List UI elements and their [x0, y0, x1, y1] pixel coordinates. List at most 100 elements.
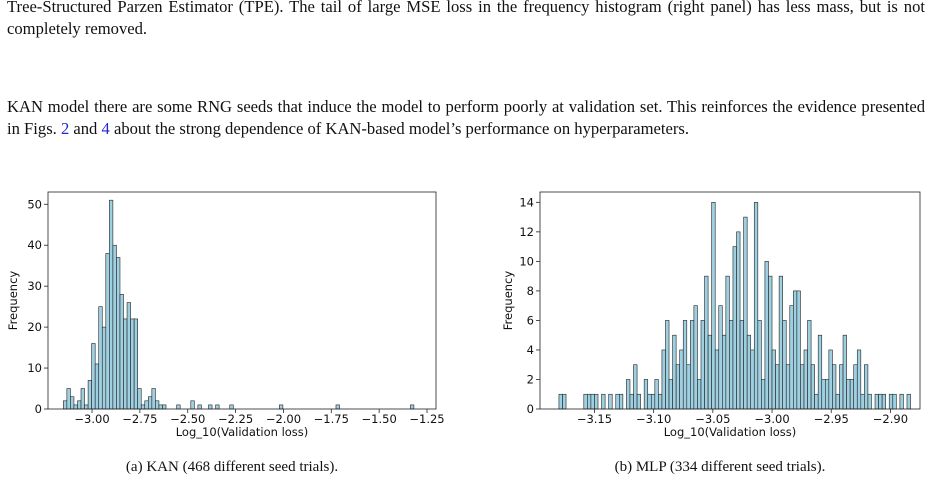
- bar: [785, 364, 791, 410]
- bar: [626, 379, 631, 410]
- bar: [94, 363, 100, 410]
- x-tick-label: −1.25: [409, 412, 444, 426]
- bar: [140, 404, 146, 410]
- bar: [761, 379, 766, 410]
- bar: [66, 388, 71, 410]
- bar: [686, 364, 691, 410]
- bar: [750, 349, 755, 410]
- bar: [764, 261, 769, 410]
- figure: −3.00 −2.75 −2.50 −2.25 −2.00 −1.75 −1.50 −1.25…: [6, 191, 921, 475]
- bar: [739, 320, 744, 410]
- x-tick-label: −3.10: [636, 412, 671, 426]
- bar: [98, 306, 103, 410]
- bar: [693, 305, 698, 410]
- bar: [658, 393, 663, 410]
- bar: [190, 400, 195, 410]
- bar: [700, 320, 705, 410]
- bar: [725, 275, 730, 410]
- caption: (b) MLP (334 different seed trials).: [615, 459, 826, 475]
- bar: [229, 404, 234, 410]
- bar: [803, 349, 808, 410]
- x-tick-label: −1.75: [314, 412, 349, 426]
- bar: [746, 334, 752, 410]
- x-tick-label: −1.50: [362, 412, 397, 426]
- bar: [73, 404, 78, 410]
- y-tick-label: 4: [527, 343, 534, 357]
- y-tick-label: 14: [519, 195, 534, 209]
- bar: [197, 404, 202, 410]
- bar: [718, 305, 723, 410]
- bar: [817, 334, 823, 410]
- axes-frame: [47, 191, 437, 410]
- bar: [832, 364, 837, 410]
- bar: [63, 400, 68, 410]
- y-tick-label: 50: [27, 197, 42, 211]
- bar: [675, 364, 680, 410]
- bar: [101, 326, 107, 410]
- bar: [643, 379, 649, 410]
- bar: [800, 364, 805, 410]
- bar: [668, 379, 673, 410]
- bar: [846, 379, 851, 410]
- bar: [215, 404, 220, 410]
- bar: [793, 290, 798, 410]
- bar: [828, 349, 833, 410]
- bar: [119, 294, 124, 410]
- bar: [707, 334, 712, 410]
- y-tick-label: 2: [527, 372, 534, 386]
- bar: [821, 379, 826, 410]
- bar: [807, 320, 812, 410]
- bar: [722, 334, 727, 410]
- bar: [410, 404, 415, 410]
- bar: [757, 320, 762, 410]
- bar: [881, 393, 886, 410]
- bar: [654, 379, 659, 410]
- bar: [608, 393, 613, 410]
- bar: [778, 275, 783, 410]
- bar: [729, 320, 734, 410]
- bar: [874, 393, 879, 410]
- bar: [835, 393, 840, 410]
- x-tick-label: −3.05: [695, 412, 730, 426]
- paragraph: Tree-Structured Parzen Estimator (TPE). …: [7, 0, 925, 40]
- bar: [679, 349, 684, 410]
- y-axis-label: Frequency: [501, 271, 515, 331]
- y-tick-label: 10: [27, 361, 42, 375]
- bar: [849, 379, 855, 410]
- x-tick-label: −2.90: [873, 412, 908, 426]
- bar: [899, 393, 904, 410]
- text: and: [69, 119, 102, 138]
- bar: [116, 257, 121, 410]
- text: Tree-Structured Parzen Estimator (TPE). …: [7, 0, 925, 38]
- bar: [562, 393, 567, 410]
- bar: [587, 393, 592, 410]
- x-axis-label: Log_10(Validation loss): [176, 425, 309, 439]
- bar: [583, 393, 588, 410]
- x-tick-label: −2.50: [170, 412, 205, 426]
- figure-ref[interactable]: 2: [60, 119, 70, 138]
- bar: [789, 305, 794, 410]
- figure-ref[interactable]: 4: [101, 119, 110, 138]
- bar: [682, 320, 688, 410]
- bar: [279, 404, 284, 410]
- bar: [91, 343, 96, 410]
- bar: [105, 253, 110, 410]
- bar: [558, 393, 563, 410]
- bar: [112, 244, 117, 410]
- bar: [661, 349, 666, 410]
- bar: [711, 202, 716, 410]
- bar: [155, 400, 160, 410]
- bar: [629, 393, 634, 410]
- bar: [176, 404, 181, 410]
- bar: [208, 404, 213, 410]
- x-tick-label: −2.95: [814, 412, 849, 426]
- y-tick-label: 40: [27, 238, 42, 252]
- bar: [636, 393, 641, 410]
- bar: [109, 199, 114, 410]
- bar: [824, 379, 830, 410]
- bar: [782, 320, 787, 410]
- bar: [856, 349, 862, 410]
- bar: [647, 393, 652, 410]
- text: KAN model there are some RNG seeds that …: [7, 97, 925, 138]
